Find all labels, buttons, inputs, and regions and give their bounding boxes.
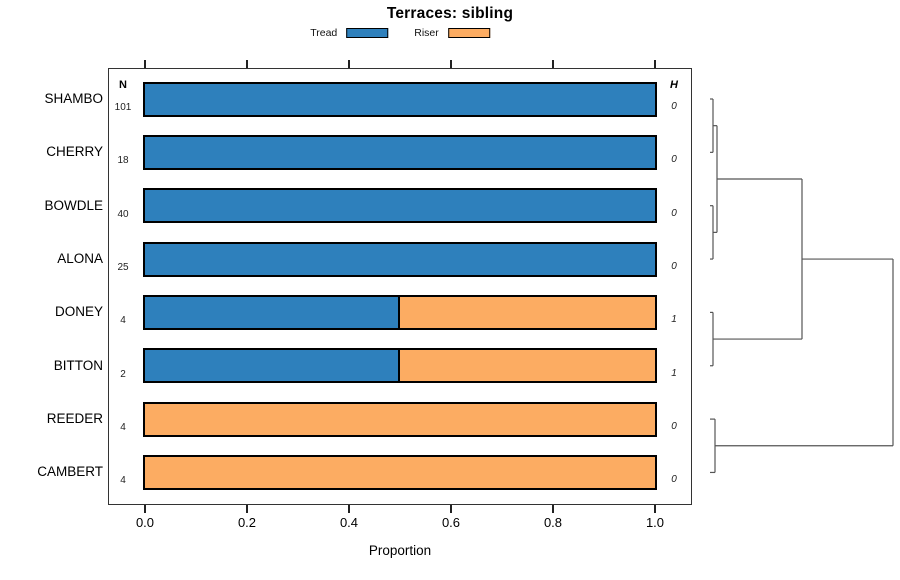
y-axis-label: DONEY bbox=[54, 304, 103, 320]
chart-title: Terraces: sibling bbox=[386, 5, 514, 22]
y-axis-label: BITTON bbox=[53, 357, 103, 373]
n-value: 4 bbox=[120, 475, 126, 487]
bar-segment-tread bbox=[145, 190, 655, 222]
bar-segment-riser bbox=[145, 456, 655, 488]
n-value: 4 bbox=[120, 422, 126, 434]
h-value: 1 bbox=[671, 314, 677, 326]
plot-box bbox=[108, 68, 692, 505]
h-value: 0 bbox=[671, 474, 677, 486]
h-value: 0 bbox=[671, 154, 677, 166]
y-axis-label: REEDER bbox=[46, 411, 103, 427]
h-value: 0 bbox=[671, 421, 677, 433]
bar bbox=[143, 188, 657, 224]
x-axis-title: Proportion bbox=[368, 543, 432, 558]
n-column-header: N bbox=[119, 79, 127, 91]
x-tick-label: 1.0 bbox=[645, 515, 665, 530]
bar bbox=[143, 81, 657, 117]
x-tick-label: 0.2 bbox=[237, 515, 257, 530]
legend-swatch-riser bbox=[447, 28, 490, 38]
h-column-header: H bbox=[670, 79, 678, 91]
bar bbox=[143, 454, 657, 490]
x-tick-top bbox=[348, 60, 350, 68]
bar-segment-tread bbox=[145, 243, 655, 275]
y-axis-label: SHAMBO bbox=[44, 91, 103, 106]
x-tick-label: 0.6 bbox=[441, 515, 461, 530]
x-tick-label: 0.8 bbox=[543, 515, 563, 530]
bar bbox=[143, 294, 657, 330]
legend-swatch-tread bbox=[346, 28, 389, 38]
bar-segment-tread bbox=[145, 350, 400, 382]
bar bbox=[143, 241, 657, 277]
x-tick-top bbox=[552, 60, 554, 68]
legend-label: Tread bbox=[310, 27, 338, 39]
x-tick-top bbox=[654, 60, 656, 68]
legend: Tread Riser bbox=[310, 27, 490, 39]
bar-segment-tread bbox=[145, 136, 655, 168]
legend-item-tread: Tread bbox=[310, 27, 389, 39]
bar bbox=[143, 401, 657, 437]
x-tick-bottom bbox=[144, 505, 146, 513]
x-tick-bottom bbox=[654, 505, 656, 513]
h-value: 1 bbox=[671, 367, 677, 379]
bar bbox=[143, 134, 657, 170]
bar-segment-tread bbox=[145, 296, 400, 328]
legend-label: Riser bbox=[414, 27, 439, 39]
legend-item-riser: Riser bbox=[414, 27, 490, 39]
bar-segment-riser bbox=[145, 403, 655, 435]
x-tick-bottom bbox=[450, 505, 452, 513]
n-value: 40 bbox=[117, 208, 129, 220]
y-axis-label: BOWDLE bbox=[44, 197, 103, 213]
x-tick-bottom bbox=[348, 505, 350, 513]
n-value: 2 bbox=[120, 368, 126, 380]
bar-segment-tread bbox=[145, 83, 655, 115]
y-axis-label: CHERRY bbox=[46, 144, 103, 160]
n-value: 101 bbox=[114, 102, 132, 113]
h-value: 0 bbox=[671, 101, 677, 112]
x-tick-bottom bbox=[552, 505, 554, 513]
x-tick-label: 0.0 bbox=[135, 515, 155, 530]
x-tick-label: 0.4 bbox=[339, 515, 359, 530]
h-value: 0 bbox=[671, 207, 677, 219]
y-axis-label: CAMBERT bbox=[37, 464, 103, 480]
bar-segment-riser bbox=[400, 296, 655, 328]
bar bbox=[143, 348, 657, 384]
n-value: 25 bbox=[117, 262, 129, 274]
x-tick-top bbox=[450, 60, 452, 68]
h-value: 0 bbox=[671, 261, 677, 273]
x-tick-bottom bbox=[246, 505, 248, 513]
y-axis-label: ALONA bbox=[57, 251, 103, 267]
x-tick-top bbox=[144, 60, 146, 68]
bar-segment-riser bbox=[400, 350, 655, 382]
x-tick-top bbox=[246, 60, 248, 68]
n-value: 18 bbox=[117, 155, 129, 167]
n-value: 4 bbox=[120, 315, 126, 327]
